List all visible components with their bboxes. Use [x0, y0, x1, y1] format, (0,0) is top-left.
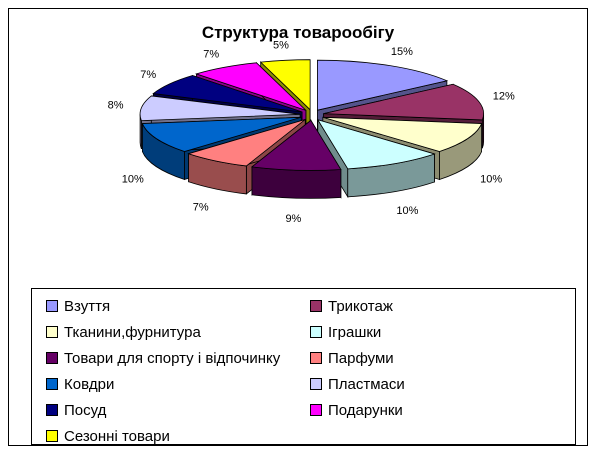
legend-item: Взуття	[46, 298, 110, 315]
chart-area: Структура товарообігу 15% 12% 10% 10% 9% 7% 10…	[8, 8, 588, 446]
data-label: 10%	[396, 205, 418, 217]
legend-label: Товари для спорту і відпочинку	[64, 350, 281, 367]
legend-swatch	[46, 326, 58, 339]
legend: Взуття Трикотаж Тканини,фурнитура Іграшки То…	[31, 288, 576, 445]
legend-item: Іграшки	[310, 324, 381, 341]
legend-item: Ковдри	[46, 376, 114, 393]
legend-label: Сезонні товари	[64, 428, 170, 445]
data-label: 7%	[140, 69, 156, 81]
data-label: 7%	[203, 48, 219, 60]
legend-item: Тканини,фурнитура	[46, 324, 201, 341]
legend-label: Іграшки	[328, 324, 382, 341]
pie-slice-side	[251, 166, 342, 199]
legend-item: Пластмаси	[310, 376, 405, 393]
data-label: 10%	[480, 174, 502, 186]
pie-slice-top	[322, 116, 483, 152]
legend-label: Пластмаси	[328, 376, 405, 393]
data-label: 5%	[273, 40, 289, 52]
pie-slice-top	[316, 119, 436, 170]
legend-swatch	[46, 300, 58, 313]
pie-slice-top	[323, 83, 485, 121]
legend-swatch	[46, 378, 58, 391]
legend-swatch	[46, 352, 58, 365]
data-label: 8%	[108, 99, 124, 111]
data-label: 9%	[285, 213, 301, 225]
legend-swatch	[310, 326, 322, 339]
data-label: 12%	[493, 91, 515, 103]
legend-label: Взуття	[64, 298, 111, 315]
pie-slice-5	[250, 118, 342, 199]
legend-item: Сезонні товари	[46, 428, 170, 445]
chart-title: Структура товарообігу	[201, 23, 395, 42]
legend-label: Тканини,фурнитура	[64, 324, 201, 341]
legend-label: Трикотаж	[328, 298, 393, 315]
legend-label: Подарунки	[328, 402, 403, 419]
legend-item: Подарунки	[310, 402, 403, 419]
data-label: 15%	[391, 46, 413, 58]
legend-item: Посуд	[46, 402, 106, 419]
pie-plot: 15% 12% 10% 10% 9% 7% 10% 8% 7% 7% 5%	[108, 40, 515, 226]
pie-slice-top	[139, 95, 301, 122]
data-label: 10%	[122, 174, 144, 186]
pie-slice-top	[250, 119, 342, 171]
legend-swatch	[310, 300, 322, 313]
legend-label: Парфуми	[328, 350, 394, 367]
legend-label: Ковдри	[64, 376, 115, 393]
legend-item: Парфуми	[310, 350, 394, 367]
pie-slice-top	[152, 75, 303, 113]
legend-swatch	[310, 404, 322, 417]
pie-slice-top	[195, 62, 307, 111]
legend-swatch	[310, 378, 322, 391]
pie-slice-top	[317, 59, 449, 111]
legend-item: Трикотаж	[310, 298, 393, 315]
legend-label: Посуд	[64, 402, 107, 419]
legend-swatch	[310, 352, 322, 365]
pie-slice-top	[259, 59, 311, 111]
data-label: 7%	[193, 201, 209, 213]
legend-swatch	[46, 430, 58, 443]
pie-slice-top	[141, 116, 302, 152]
legend-item: Товари для спорту і відпочинку	[46, 350, 280, 367]
legend-swatch	[46, 404, 58, 417]
pie-slice-top	[187, 119, 306, 167]
